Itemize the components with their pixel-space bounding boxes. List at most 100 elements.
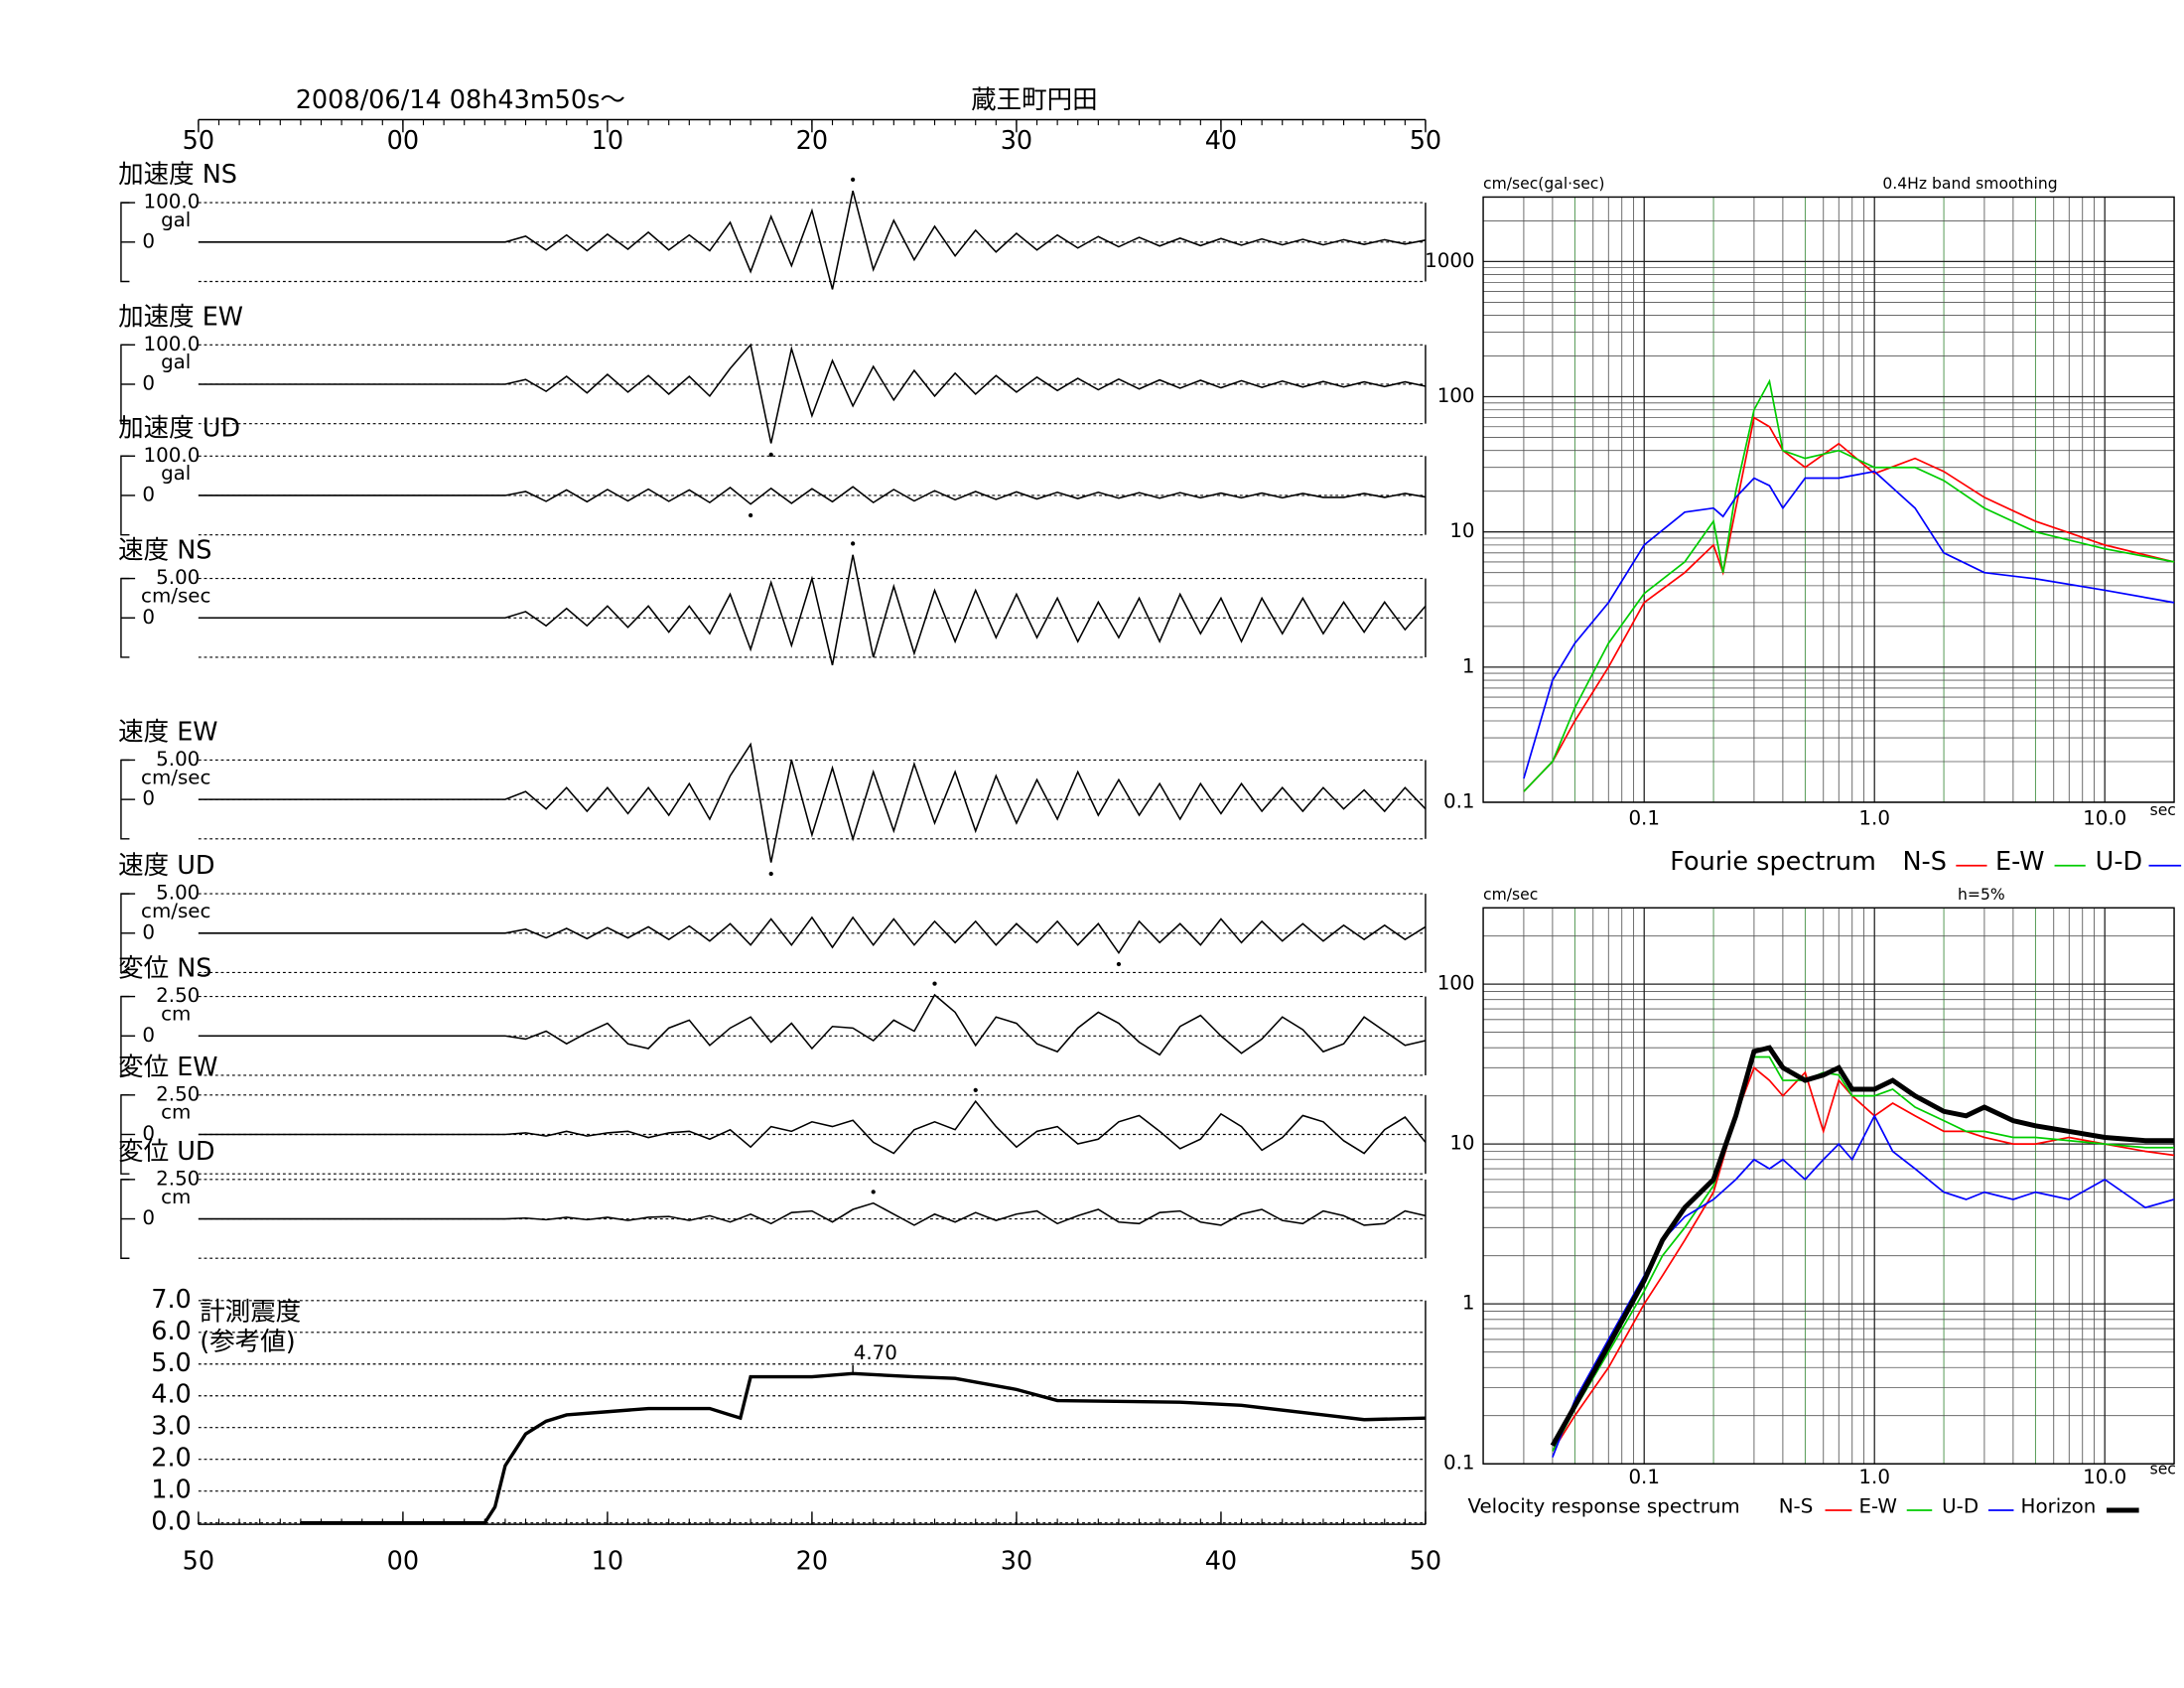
spectrum-line — [1523, 416, 2175, 792]
x-tick-label: 00 — [387, 1546, 419, 1576]
y-tick-label: 100.0 — [144, 444, 201, 467]
panel-unit: gal — [161, 351, 191, 373]
y-tick-label: 4.0 — [151, 1380, 192, 1410]
peak-marker — [850, 177, 856, 182]
y-tick-label: 5.0 — [151, 1348, 192, 1378]
legend-label: Horizon — [2021, 1495, 2097, 1518]
peak-marker — [1116, 961, 1122, 967]
legend-title: Velocity response spectrum — [1467, 1495, 1739, 1518]
y-tick-label: 0 — [142, 1206, 155, 1229]
legend-label: E-W — [1995, 847, 2045, 877]
spectrum-line — [1552, 1055, 2175, 1452]
x-tick-label: 10.0 — [2083, 806, 2126, 829]
intensity-line — [300, 1371, 1426, 1525]
y-tick-label: 2.50 — [156, 1167, 200, 1190]
panel-label: 加速度 UD — [118, 413, 240, 443]
waveform-line — [198, 993, 1427, 1056]
panel-label: 加速度 EW — [118, 302, 243, 332]
y-tick-label: 2.50 — [156, 1082, 200, 1105]
panel-label: 加速度 NS — [118, 160, 237, 190]
legend-label: U-D — [2096, 847, 2143, 877]
response-xlabel: sec — [2150, 1460, 2176, 1477]
record-time: 2008/06/14 08h43m50s〜 — [296, 85, 625, 115]
panel-unit: cm/sec — [141, 585, 210, 608]
panel-label: 速度 EW — [118, 718, 217, 748]
spectrum-line — [1523, 378, 2175, 792]
panel-label: 速度 UD — [118, 851, 214, 881]
peak-marker — [973, 1087, 978, 1092]
y-tick-label: 0.0 — [151, 1507, 192, 1537]
response-subtitle: h=5% — [1958, 886, 2005, 904]
waveform-line — [198, 343, 1427, 444]
y-tick-label: 0 — [142, 787, 155, 810]
peak-marker — [871, 1190, 876, 1195]
legend-label: N-S — [1779, 1495, 1814, 1518]
y-tick-label: 2.50 — [156, 984, 200, 1007]
y-tick-label: 6.0 — [151, 1317, 192, 1346]
y-tick-label: 0 — [142, 371, 155, 394]
annotation: 4.70 — [854, 1341, 897, 1364]
panel-unit: gal — [161, 462, 191, 485]
x-tick-label: 50 — [183, 1546, 214, 1576]
y-tick-label: 0 — [142, 1024, 155, 1047]
panel-unit: cm — [161, 1003, 191, 1026]
x-tick-label: 0.1 — [1628, 1466, 1660, 1488]
fourier-ylabel: cm/sec(gal·sec) — [1483, 175, 1604, 193]
intensity-title: 計測震度 — [200, 1298, 301, 1328]
panel-label: 変位 EW — [118, 1053, 217, 1082]
y-tick-label: 10 — [1449, 1132, 1474, 1155]
station-name: 蔵王町円田 — [971, 85, 1098, 115]
legend-label: U-D — [1942, 1495, 1979, 1518]
y-tick-label: 0 — [142, 606, 155, 629]
peak-marker — [932, 981, 937, 986]
y-tick-label: 2.0 — [151, 1444, 192, 1474]
spectrum-line — [1552, 1065, 2175, 1452]
waveform-line — [198, 915, 1427, 955]
waveform-line — [198, 554, 1427, 666]
intensity-subtitle: (参考値) — [200, 1327, 295, 1356]
y-tick-label: 100.0 — [144, 191, 201, 213]
x-tick-label: 1.0 — [1858, 806, 1890, 829]
x-tick-label: 10 — [592, 1546, 623, 1576]
y-tick-label: 100 — [1437, 384, 1475, 407]
y-tick-label: 1.0 — [151, 1476, 192, 1505]
x-tick-label: 50 — [183, 126, 214, 156]
waveform-line — [198, 1099, 1427, 1155]
y-tick-label: 1 — [1462, 1292, 1475, 1315]
peak-marker — [850, 541, 856, 546]
panel-label: 変位 NS — [118, 954, 211, 984]
y-tick-label: 0 — [142, 483, 155, 505]
y-tick-label: 10 — [1449, 519, 1474, 542]
waveform-line — [198, 1201, 1427, 1226]
y-tick-label: 7.0 — [151, 1285, 192, 1315]
x-tick-label: 40 — [1205, 1546, 1237, 1576]
peak-marker — [768, 871, 773, 877]
y-tick-label: 5.00 — [156, 566, 200, 589]
x-tick-label: 10 — [592, 126, 623, 156]
y-tick-label: 0.1 — [1443, 789, 1475, 812]
y-tick-label: 1000 — [1425, 249, 1474, 272]
x-tick-label: 50 — [1410, 126, 1441, 156]
x-tick-label: 20 — [796, 1546, 828, 1576]
y-tick-label: 0 — [142, 1122, 155, 1145]
y-tick-label: 1 — [1462, 654, 1475, 677]
y-tick-label: 3.0 — [151, 1412, 192, 1442]
x-tick-label: 00 — [387, 126, 419, 156]
panel-label: 変位 UD — [118, 1137, 214, 1167]
panel-unit: cm/sec — [141, 766, 210, 788]
y-tick-label: 5.00 — [156, 882, 200, 905]
peak-marker — [768, 452, 773, 457]
y-tick-label: 100 — [1437, 972, 1475, 995]
waveform-line — [198, 486, 1427, 505]
y-tick-label: 100.0 — [144, 333, 201, 355]
panel-unit: gal — [161, 209, 191, 231]
legend-label: E-W — [1859, 1495, 1897, 1518]
legend-title: Fourie spectrum — [1670, 847, 1876, 877]
spectrum-line — [1550, 1045, 2175, 1448]
y-tick-label: 0.1 — [1443, 1452, 1475, 1475]
x-tick-label: 50 — [1410, 1546, 1441, 1576]
fourier-xlabel: sec — [2150, 801, 2176, 819]
x-tick-label: 40 — [1205, 126, 1237, 156]
